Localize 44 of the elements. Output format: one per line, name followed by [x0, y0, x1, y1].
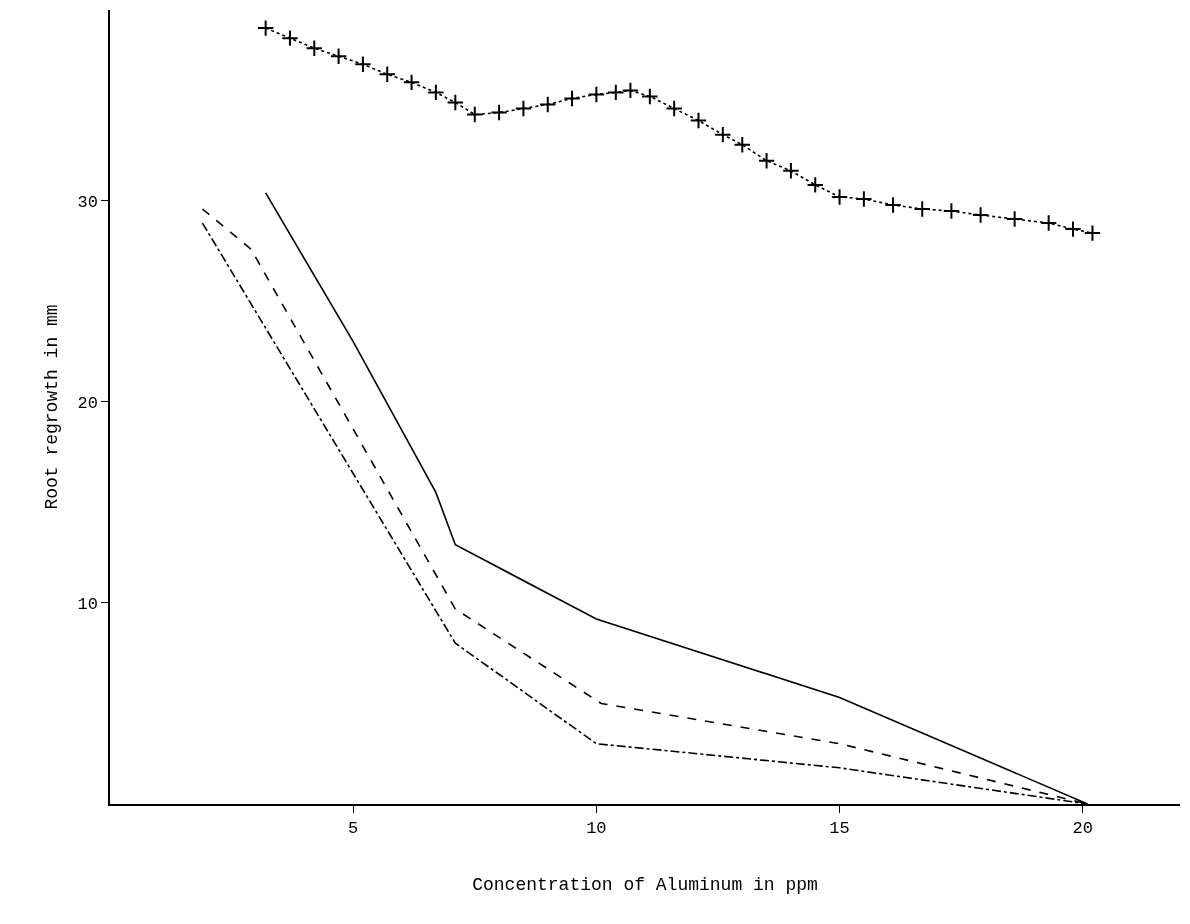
- point: [1083, 224, 1102, 242]
- point: [884, 196, 902, 214]
- point: [641, 87, 659, 106]
- point: [281, 29, 299, 47]
- y-tick-label: 20: [77, 393, 98, 413]
- y-tick-label: 30: [77, 192, 98, 212]
- point: [587, 85, 606, 104]
- point: [913, 200, 931, 218]
- point: [466, 105, 484, 124]
- point: [256, 19, 275, 37]
- point: [305, 39, 323, 57]
- point: [354, 55, 372, 73]
- point: [607, 83, 625, 102]
- y-axis-title: Root regrowth in mm: [42, 304, 63, 510]
- point: [514, 99, 533, 118]
- point: [855, 190, 873, 208]
- x-tick-label: 5: [348, 819, 359, 839]
- point: [621, 81, 640, 100]
- point: [757, 152, 776, 170]
- point: [329, 47, 348, 65]
- point: [378, 65, 396, 84]
- point: [446, 93, 465, 112]
- point: [714, 125, 732, 144]
- x-axis-title: Concentration of Aluminum in ppm: [472, 874, 818, 895]
- y-tick-label: 10: [77, 594, 98, 614]
- point: [402, 73, 421, 92]
- point: [427, 83, 445, 102]
- point: [1005, 210, 1024, 228]
- point: [539, 95, 557, 114]
- x-tick-label: 10: [586, 819, 607, 839]
- point: [563, 89, 581, 108]
- point: [733, 135, 751, 154]
- point: [490, 103, 508, 122]
- point: [665, 99, 683, 118]
- point: [1064, 220, 1082, 238]
- point: [971, 206, 990, 224]
- point: [782, 162, 800, 180]
- point: [1039, 214, 1058, 232]
- point: [689, 111, 708, 130]
- point: [942, 202, 961, 220]
- x-tick-label: 15: [829, 819, 850, 839]
- point: [806, 176, 824, 194]
- point: [830, 188, 849, 206]
- x-tick-label: 20: [1072, 819, 1093, 839]
